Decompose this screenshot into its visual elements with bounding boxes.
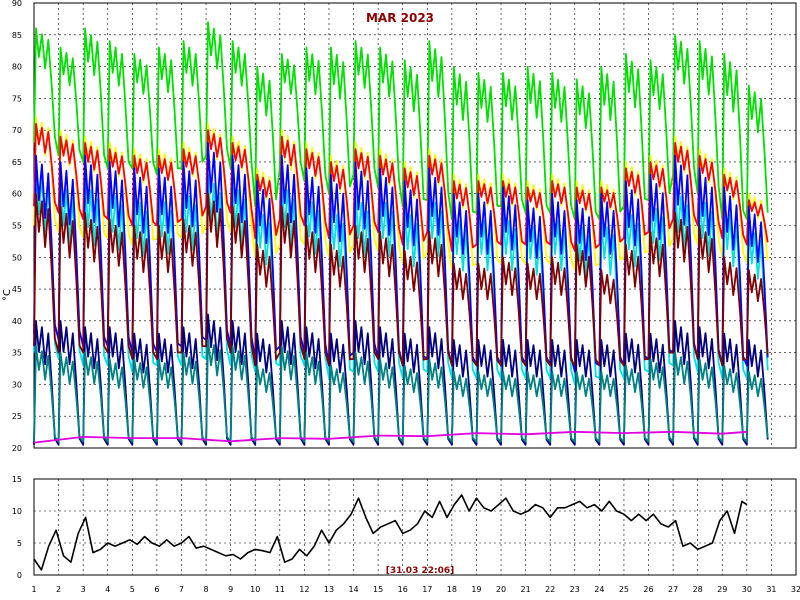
x-tick-label: 24	[594, 585, 604, 594]
y-axis-unit: °C	[2, 289, 13, 301]
y-tick-label: 55	[12, 222, 22, 231]
x-tick-label: 14	[348, 585, 358, 594]
series-line-8	[33, 430, 747, 444]
x-tick-label: 16	[398, 585, 408, 594]
chart-title: MAR 2023	[366, 11, 434, 25]
y-tick-label: 80	[12, 63, 22, 72]
bottom-grid	[33, 478, 797, 576]
series-line-6	[33, 313, 769, 446]
x-tick-label: 28	[693, 585, 703, 594]
x-tick-label: 1	[31, 585, 36, 594]
x-tick-label: 3	[81, 585, 86, 594]
y-tick-label: 90	[12, 0, 22, 8]
x-tick-label: 27	[668, 585, 678, 594]
x-tick-label: 32	[791, 585, 800, 594]
x-tick-label: 25	[619, 585, 629, 594]
y-tick-label: 45	[12, 285, 22, 294]
x-tick-label: 11	[275, 585, 285, 594]
x-tick-label: 31	[766, 585, 776, 594]
y-tick-label: 85	[12, 31, 22, 40]
y-tick-label: 5	[17, 539, 22, 548]
x-tick-label: 26	[643, 585, 653, 594]
x-tick-label: 23	[570, 585, 580, 594]
y-tick-label: 30	[12, 380, 22, 389]
x-tick-label: 15	[373, 585, 383, 594]
x-tick-label: 4	[105, 585, 110, 594]
y-tick-label: 50	[12, 253, 22, 262]
y-tick-label: 15	[12, 475, 22, 484]
series-line-2	[33, 122, 769, 252]
x-tick-label: 22	[545, 585, 555, 594]
x-tick-label: 29	[717, 585, 727, 594]
y-tick-label: 10	[12, 507, 22, 516]
series-line-0	[33, 21, 769, 220]
x-tick-label: 5	[130, 585, 135, 594]
x-tick-label: 8	[204, 585, 209, 594]
bottom-series-line-0	[33, 494, 748, 571]
y-tick-label: 0	[17, 571, 22, 580]
series-line-7	[33, 339, 769, 443]
y-tick-label: 20	[12, 444, 22, 453]
y-tick-label: 40	[12, 317, 22, 326]
series-line-5	[33, 192, 769, 367]
x-tick-label: 17	[422, 585, 432, 594]
x-tick-label: 13	[324, 585, 334, 594]
y-tick-label: 60	[12, 190, 22, 199]
x-tick-label: 7	[179, 585, 184, 594]
x-tick-label: 19	[471, 585, 481, 594]
x-tick-label: 30	[742, 585, 752, 594]
x-tick-label: 18	[447, 585, 457, 594]
y-tick-label: 70	[12, 126, 22, 135]
x-tick-label: 21	[521, 585, 531, 594]
x-tick-label: 10	[250, 585, 260, 594]
y-tick-label: 35	[12, 349, 22, 358]
series-line-1	[33, 116, 769, 271]
x-tick-label: 2	[56, 585, 61, 594]
x-tick-label: 12	[299, 585, 309, 594]
y-tick-label: 25	[12, 412, 22, 421]
series-line-3	[33, 167, 769, 386]
y-tick-label: 65	[12, 158, 22, 167]
timestamp-annotation: [31.03 22:06]	[386, 566, 454, 576]
x-tick-label: 20	[496, 585, 506, 594]
y-tick-label: 75	[12, 94, 22, 103]
x-tick-label: 6	[154, 585, 159, 594]
x-tick-label: 9	[228, 585, 233, 594]
